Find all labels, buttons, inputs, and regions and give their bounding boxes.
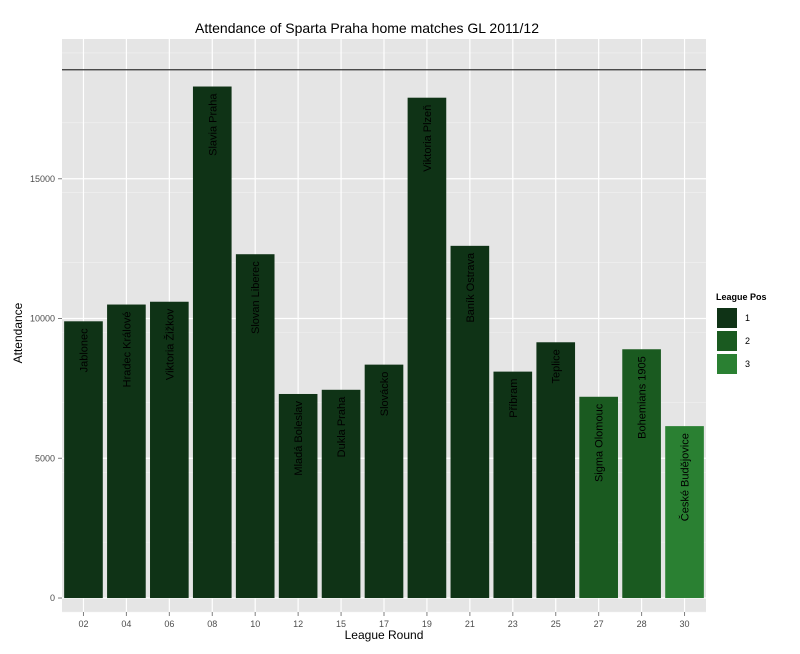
x-tick-label: 17 <box>379 619 389 629</box>
x-axis-label: League Round <box>344 628 424 642</box>
bar <box>107 304 146 599</box>
x-tick-label: 06 <box>164 619 174 629</box>
x-tick-label: 08 <box>207 619 217 629</box>
bar <box>321 389 361 599</box>
x-tick-label: 15 <box>336 619 346 629</box>
bar-label: Dukla Praha <box>336 396 348 457</box>
x-tick-label: 02 <box>78 619 88 629</box>
x-tick-label: 19 <box>422 619 432 629</box>
legend-item: 3 <box>716 352 767 375</box>
legend-item: 2 <box>716 329 767 352</box>
bar <box>536 342 576 599</box>
x-tick-label: 10 <box>250 619 260 629</box>
x-tick-label: 28 <box>637 619 647 629</box>
x-tick-label: 04 <box>121 619 131 629</box>
legend-swatch <box>716 329 738 352</box>
bar-label: Hradec Králové <box>121 312 133 388</box>
x-tick-label: 25 <box>551 619 561 629</box>
bar <box>665 426 704 599</box>
legend-title: League Pos <box>716 292 767 302</box>
bar-label: Bohemians 1905 <box>637 356 649 439</box>
bar-label: Sigma Olomouc <box>594 403 606 482</box>
bar <box>235 254 275 599</box>
legend-label: 2 <box>745 335 751 346</box>
bar <box>364 364 404 599</box>
bar <box>150 301 189 599</box>
legend-item: 1 <box>716 306 767 329</box>
y-tick-label: 5000 <box>35 453 55 463</box>
legend-label: 3 <box>745 358 751 369</box>
y-tick-label: 10000 <box>30 314 55 324</box>
bar <box>407 97 447 599</box>
bar-label: České Budějovice <box>679 433 692 521</box>
x-tick-label: 12 <box>293 619 303 629</box>
bar <box>493 371 533 599</box>
bar-label: Slovan Liberec <box>250 261 262 334</box>
legend-swatch <box>716 352 738 375</box>
legend-label: 1 <box>745 312 751 323</box>
bar <box>450 245 490 599</box>
x-tick-label: 21 <box>465 619 475 629</box>
legend-swatch <box>716 306 738 329</box>
y-tick-label: 15000 <box>30 174 55 184</box>
x-tick-label: 30 <box>680 619 690 629</box>
x-tick-label: 23 <box>508 619 518 629</box>
legend: League Pos 1 2 3 <box>716 292 767 375</box>
bar-label: Baník Ostrava <box>465 252 477 323</box>
bar-label: Jablonec <box>78 328 90 373</box>
bar-label: Příbram <box>508 379 520 418</box>
bar-label: Viktoria Žižkov <box>163 308 176 380</box>
bar <box>192 86 232 599</box>
bar-label: Viktoria Plzeň <box>422 105 434 172</box>
bar <box>579 396 618 599</box>
bar-label: Mladá Boleslav <box>293 400 305 475</box>
chart-title: Attendance of Sparta Praha home matches … <box>195 20 539 36</box>
bar <box>278 393 318 599</box>
bar-label: Slovácko <box>379 372 391 417</box>
y-tick-label: 0 <box>50 593 55 603</box>
x-tick-label: 27 <box>594 619 604 629</box>
bar <box>622 349 661 599</box>
bar-label: Teplice <box>551 349 563 383</box>
bar <box>64 321 103 599</box>
bar-label: Slavia Praha <box>207 93 219 156</box>
